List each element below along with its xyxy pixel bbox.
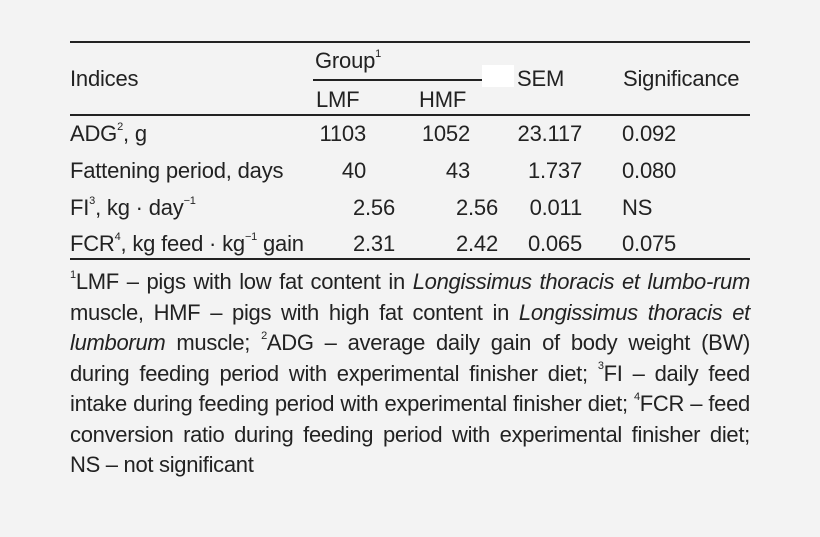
header-lmf: LMF	[316, 87, 360, 112]
footnote-4-marker: 4	[633, 390, 640, 403]
table-cell-lmf: 40	[341, 158, 366, 183]
row-label-rest: , kg · day	[95, 195, 184, 220]
row-label-text: ADG	[70, 121, 118, 146]
top-rule	[70, 41, 750, 43]
header-bottom-rule	[70, 114, 750, 116]
table-cell-hmf: 43	[445, 158, 470, 183]
row-label-sup: 4	[114, 230, 121, 243]
footnote-2-text: ADG – average daily gain of body weight …	[70, 330, 750, 386]
table-cell-hmf: 2.56	[455, 195, 498, 220]
row-label-text: FI	[70, 195, 90, 220]
header-indices: Indices	[70, 66, 139, 91]
footnote-1-text-c: muscle;	[165, 330, 262, 355]
table-row-label: Fattening period, days	[70, 158, 284, 183]
row-label-sup: 2	[117, 120, 123, 133]
table-cell-sem: 0.011	[529, 195, 583, 220]
row-label-rest: , kg feed · kg	[120, 231, 246, 256]
footnote-1-marker: 1	[70, 268, 76, 281]
header-group-label: Group	[315, 48, 376, 73]
footnote-4-text: FCR – feed conversion ratio during feedi…	[70, 391, 750, 477]
group-rule	[313, 79, 500, 81]
footnote-1-text: LMF – pigs with low fat content in	[75, 269, 413, 294]
table-bottom-rule	[70, 258, 750, 260]
table-cell-lmf: 2.31	[352, 231, 395, 256]
table-cell-sem: 23.117	[517, 121, 583, 146]
table-cell-sem: 0.065	[527, 231, 582, 256]
header-significance: Significance	[623, 66, 740, 91]
table-cell-hmf: 1052	[421, 121, 470, 146]
footnote-1-italic-muscle: Longissimus thoracis et lumbo-rum	[412, 269, 751, 294]
header-sem: SEM	[517, 66, 565, 91]
footnote-3-text: FI – daily feed intake during feeding pe…	[70, 360, 750, 417]
header-group-sup: 1	[375, 47, 382, 60]
table-row-label: FI3, kg · day−1	[70, 195, 196, 221]
row-label-exp: −1	[183, 194, 196, 207]
row-label-sup: 3	[89, 194, 96, 207]
row-label-rest: , g	[123, 121, 147, 146]
footnote-1-italic-muscle-2: Longissimus thoracis et lumborum	[70, 299, 750, 356]
row-label-exp: −1	[244, 230, 258, 243]
table-cell-sem: 1.737	[527, 158, 582, 183]
table-cell-sig: 0.075	[622, 231, 677, 256]
footnote-1-text-b: muscle, HMF – pigs with high fat content…	[70, 299, 519, 325]
footnote-2-marker: 2	[261, 329, 267, 342]
footnote-3-marker: 3	[597, 360, 604, 373]
table-row-label: ADG2, g	[70, 121, 147, 147]
table-cell-lmf: 2.56	[352, 195, 395, 220]
table-cell-sig: NS	[622, 195, 653, 220]
table-footnotes: 1LMF – pigs with low fat content in Long…	[70, 267, 750, 481]
table-row-label: FCR4, kg feed · kg−1 gain	[70, 231, 304, 257]
table-cell-lmf: 1103	[319, 121, 366, 146]
header-group: Group1	[315, 48, 381, 74]
row-label-text: FCR	[70, 231, 115, 256]
row-label-tail: gain	[257, 231, 304, 256]
table-cell-hmf: 2.42	[455, 231, 498, 256]
table-cell-sig: 0.080	[622, 158, 677, 183]
header-hmf: HMF	[419, 87, 467, 112]
table-cell-sig: 0.092	[622, 121, 677, 146]
white-patch	[482, 65, 514, 87]
